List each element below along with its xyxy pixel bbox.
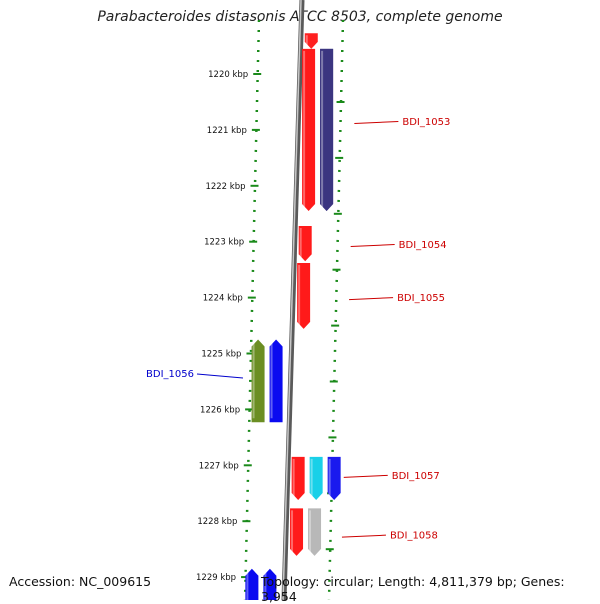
gene-feature: [251, 339, 265, 423]
scale-tick-label: 1225 kbp: [201, 350, 241, 360]
scale-ticks: 1220 kbp 1221 kbp 1222 kbp 1223 kbp 1224 kbp…: [196, 19, 345, 600]
gene-label: BDI_1058: [341, 531, 438, 542]
gene-arrow: [290, 508, 304, 556]
gene-feature: [298, 226, 312, 262]
gene-arrow: [263, 568, 277, 600]
gene-feature: [297, 262, 311, 329]
backbone-highlight: [282, 0, 302, 600]
gene-arrow: [308, 508, 322, 556]
gene-label-text: BDI_1056: [146, 369, 194, 380]
backbone-line: [281, 0, 305, 600]
gene-label: BDI_1056: [146, 369, 244, 380]
scale-tick-label: 1220 kbp: [208, 70, 248, 80]
scale-tick-label: 1221 kbp: [207, 126, 247, 136]
gene-arrow: [297, 262, 311, 329]
gene-arrow: [269, 339, 283, 423]
gene-feature: [308, 508, 322, 556]
gene-arrow: [302, 48, 316, 211]
gene-label-text: BDI_1054: [399, 240, 447, 251]
guide-line-right: [327, 19, 345, 600]
gene-label: BDI_1053: [354, 117, 450, 128]
scale-tick-label: 1226 kbp: [200, 405, 240, 415]
label-leader-line: [354, 121, 399, 125]
label-leader-line: [341, 534, 386, 538]
gene-label-text: BDI_1058: [390, 531, 438, 542]
gene-feature: [327, 456, 341, 500]
scale-tick-label: 1222 kbp: [205, 182, 245, 192]
gene-feature: [309, 456, 323, 500]
backbone-group: [281, 0, 305, 600]
gene-feature: [302, 48, 316, 211]
guide-line-left: [243, 19, 261, 600]
gene-label: BDI_1055: [349, 293, 445, 304]
gene-arrow: [245, 568, 259, 600]
gene-label-text: BDI_1057: [392, 471, 440, 482]
gene-arrow: [251, 339, 265, 423]
gene-arrow: [304, 33, 318, 49]
labels-group: BDI_1053 BDI_1054 BDI_1055 BDI_1056 BDI_1057…: [146, 117, 450, 542]
gene-arrow: [327, 456, 341, 500]
scale-tick-label: 1223 kbp: [204, 238, 244, 248]
accession-text: Accession: NC_009615: [9, 574, 152, 589]
scale-tick-label: 1227 kbp: [199, 461, 239, 471]
label-leader-line: [343, 474, 388, 478]
gene-feature: [304, 33, 318, 49]
label-leader-line: [350, 243, 395, 247]
label-leader-line: [349, 297, 394, 301]
gene-arrow: [309, 456, 323, 500]
gene-label-text: BDI_1055: [397, 293, 445, 304]
gene-arrow: [320, 48, 334, 211]
gene-feature: [269, 339, 283, 423]
gene-feature: [291, 456, 305, 500]
scale-tick-label: 1224 kbp: [203, 294, 243, 304]
scale-tick-label: 1229 kbp: [196, 573, 236, 583]
gene-label: BDI_1057: [343, 471, 440, 482]
gene-feature: [320, 48, 334, 211]
gene-feature: [245, 568, 259, 600]
scale-tick-label: 1228 kbp: [197, 517, 237, 527]
label-leader-line: [196, 373, 244, 379]
gene-arrow: [298, 226, 312, 262]
gene-feature: [290, 508, 304, 556]
gene-arrow: [291, 456, 305, 500]
gene-feature: [263, 568, 277, 600]
gene-label-text: BDI_1053: [402, 117, 450, 128]
gene-label: BDI_1054: [350, 240, 447, 251]
features-group: [245, 33, 341, 600]
